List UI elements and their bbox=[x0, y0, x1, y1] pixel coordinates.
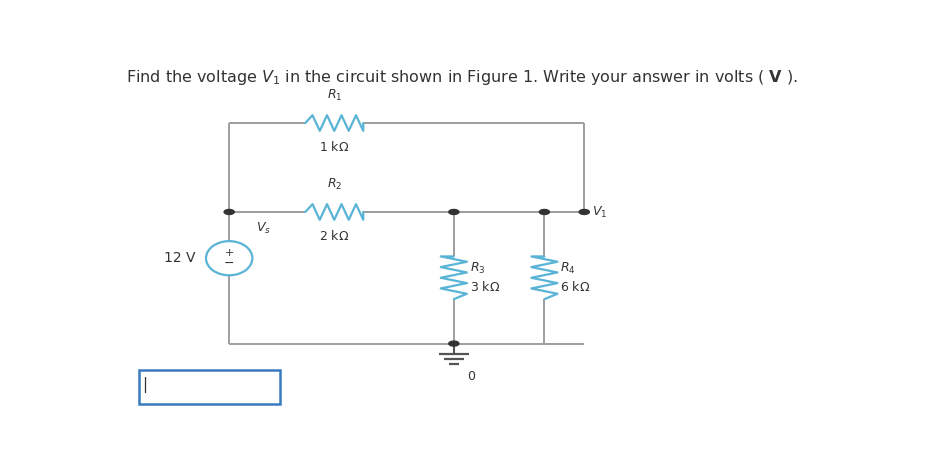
Text: 3 k$\Omega$: 3 k$\Omega$ bbox=[469, 280, 500, 294]
Text: 1 k$\Omega$: 1 k$\Omega$ bbox=[319, 140, 350, 154]
Text: $V_1$: $V_1$ bbox=[592, 204, 607, 219]
Text: $R_3$: $R_3$ bbox=[469, 261, 485, 276]
Text: $R_4$: $R_4$ bbox=[560, 261, 576, 276]
Text: 0: 0 bbox=[467, 370, 475, 383]
Circle shape bbox=[224, 209, 235, 214]
Text: 12 V: 12 V bbox=[164, 251, 195, 265]
Text: Find the voltage $\mathit{V}_1$ in the circuit shown in Figure 1. Write your ans: Find the voltage $\mathit{V}_1$ in the c… bbox=[125, 68, 798, 87]
Circle shape bbox=[579, 209, 589, 214]
Text: −: − bbox=[224, 257, 235, 270]
Text: $R_1$: $R_1$ bbox=[326, 88, 342, 103]
Text: 6 k$\Omega$: 6 k$\Omega$ bbox=[560, 280, 591, 294]
Text: |: | bbox=[142, 377, 148, 394]
Circle shape bbox=[539, 209, 550, 214]
Circle shape bbox=[449, 209, 459, 214]
Text: 2 k$\Omega$: 2 k$\Omega$ bbox=[319, 229, 350, 243]
Text: $V_s$: $V_s$ bbox=[256, 221, 271, 236]
Text: +: + bbox=[224, 248, 234, 258]
Text: $R_2$: $R_2$ bbox=[326, 177, 342, 192]
Bar bbox=[138, 370, 280, 404]
Circle shape bbox=[449, 341, 459, 346]
